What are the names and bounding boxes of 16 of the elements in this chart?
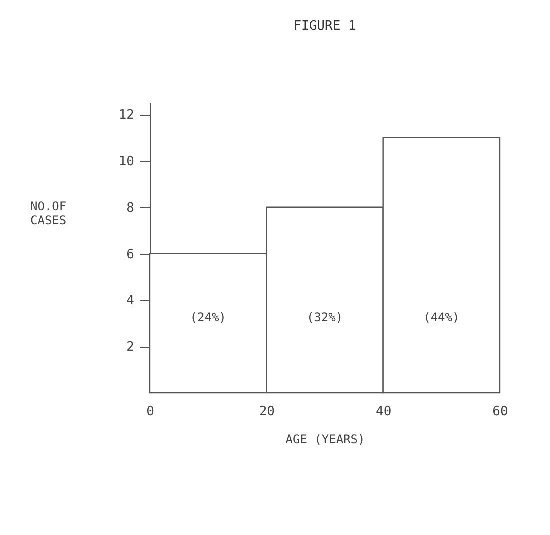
annotation: (24%) bbox=[190, 310, 226, 325]
y-tick-label: 2 bbox=[126, 340, 134, 356]
y-tick-label: 12 bbox=[118, 108, 134, 124]
x-tick-label: 20 bbox=[259, 404, 275, 420]
y-tick-label: 8 bbox=[126, 200, 134, 216]
x-tick-label: 60 bbox=[492, 404, 508, 420]
annotation: (32%) bbox=[306, 310, 344, 325]
y-tick-label: 6 bbox=[126, 247, 134, 262]
x-tick-label: 40 bbox=[376, 404, 392, 420]
x-tick-label: 0 bbox=[146, 404, 154, 420]
x-axis-title: AGE (YEARS) bbox=[286, 432, 366, 446]
y-axis-title: NO.OF CASES bbox=[30, 200, 67, 228]
chart-title: FIGURE 1 bbox=[294, 19, 356, 34]
annotation: (44%) bbox=[424, 310, 460, 325]
y-tick-label: 4 bbox=[126, 294, 135, 309]
y-tick-label: 10 bbox=[118, 154, 134, 170]
